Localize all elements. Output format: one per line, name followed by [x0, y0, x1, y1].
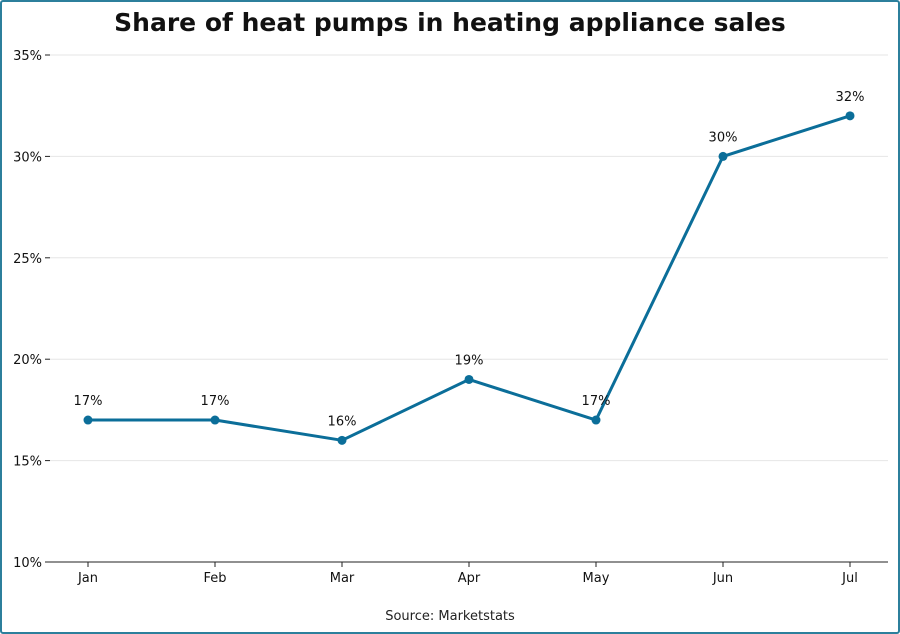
data-point: [337, 435, 347, 445]
data-label: 17%: [201, 394, 230, 409]
y-tick-label: 10%: [13, 556, 42, 571]
x-tick-label: Jul: [841, 571, 858, 586]
chart-title: Share of heat pumps in heating appliance…: [114, 8, 786, 37]
data-label: 17%: [74, 394, 103, 409]
data-point: [591, 415, 601, 425]
data-point: [83, 415, 93, 425]
data-label: 30%: [709, 130, 738, 145]
x-tick-label: May: [583, 571, 610, 586]
data-label: 16%: [328, 414, 357, 429]
gridlines: [50, 54, 888, 462]
data-labels: 17% 17% 16% 19% 17% 30% 32%: [74, 90, 865, 429]
x-tick-label: Jan: [77, 571, 98, 586]
x-tick-label: Jun: [712, 571, 733, 586]
x-tick-label: Feb: [203, 571, 226, 586]
source-note: Source: Marketstats: [385, 609, 515, 624]
x-tick-label: Mar: [330, 571, 355, 586]
axes: 10% 15% 20% 25% 30% 35% Jan Feb Mar Apr May Jun Jul: [13, 49, 888, 586]
data-label: 32%: [836, 90, 865, 105]
data-label: 19%: [455, 353, 484, 368]
series-line: [83, 111, 855, 445]
data-point: [845, 111, 855, 121]
data-point: [210, 415, 220, 425]
y-tick-label: 35%: [13, 49, 42, 64]
y-tick-label: 25%: [13, 252, 42, 267]
y-tick-label: 20%: [13, 353, 42, 368]
series-polyline: [86, 114, 852, 442]
data-point: [718, 151, 728, 161]
y-tick-label: 30%: [13, 150, 42, 165]
data-label: 17%: [582, 394, 611, 409]
data-point: [464, 374, 474, 384]
x-tick-label: Apr: [458, 571, 481, 586]
y-tick-label: 15%: [13, 455, 42, 470]
